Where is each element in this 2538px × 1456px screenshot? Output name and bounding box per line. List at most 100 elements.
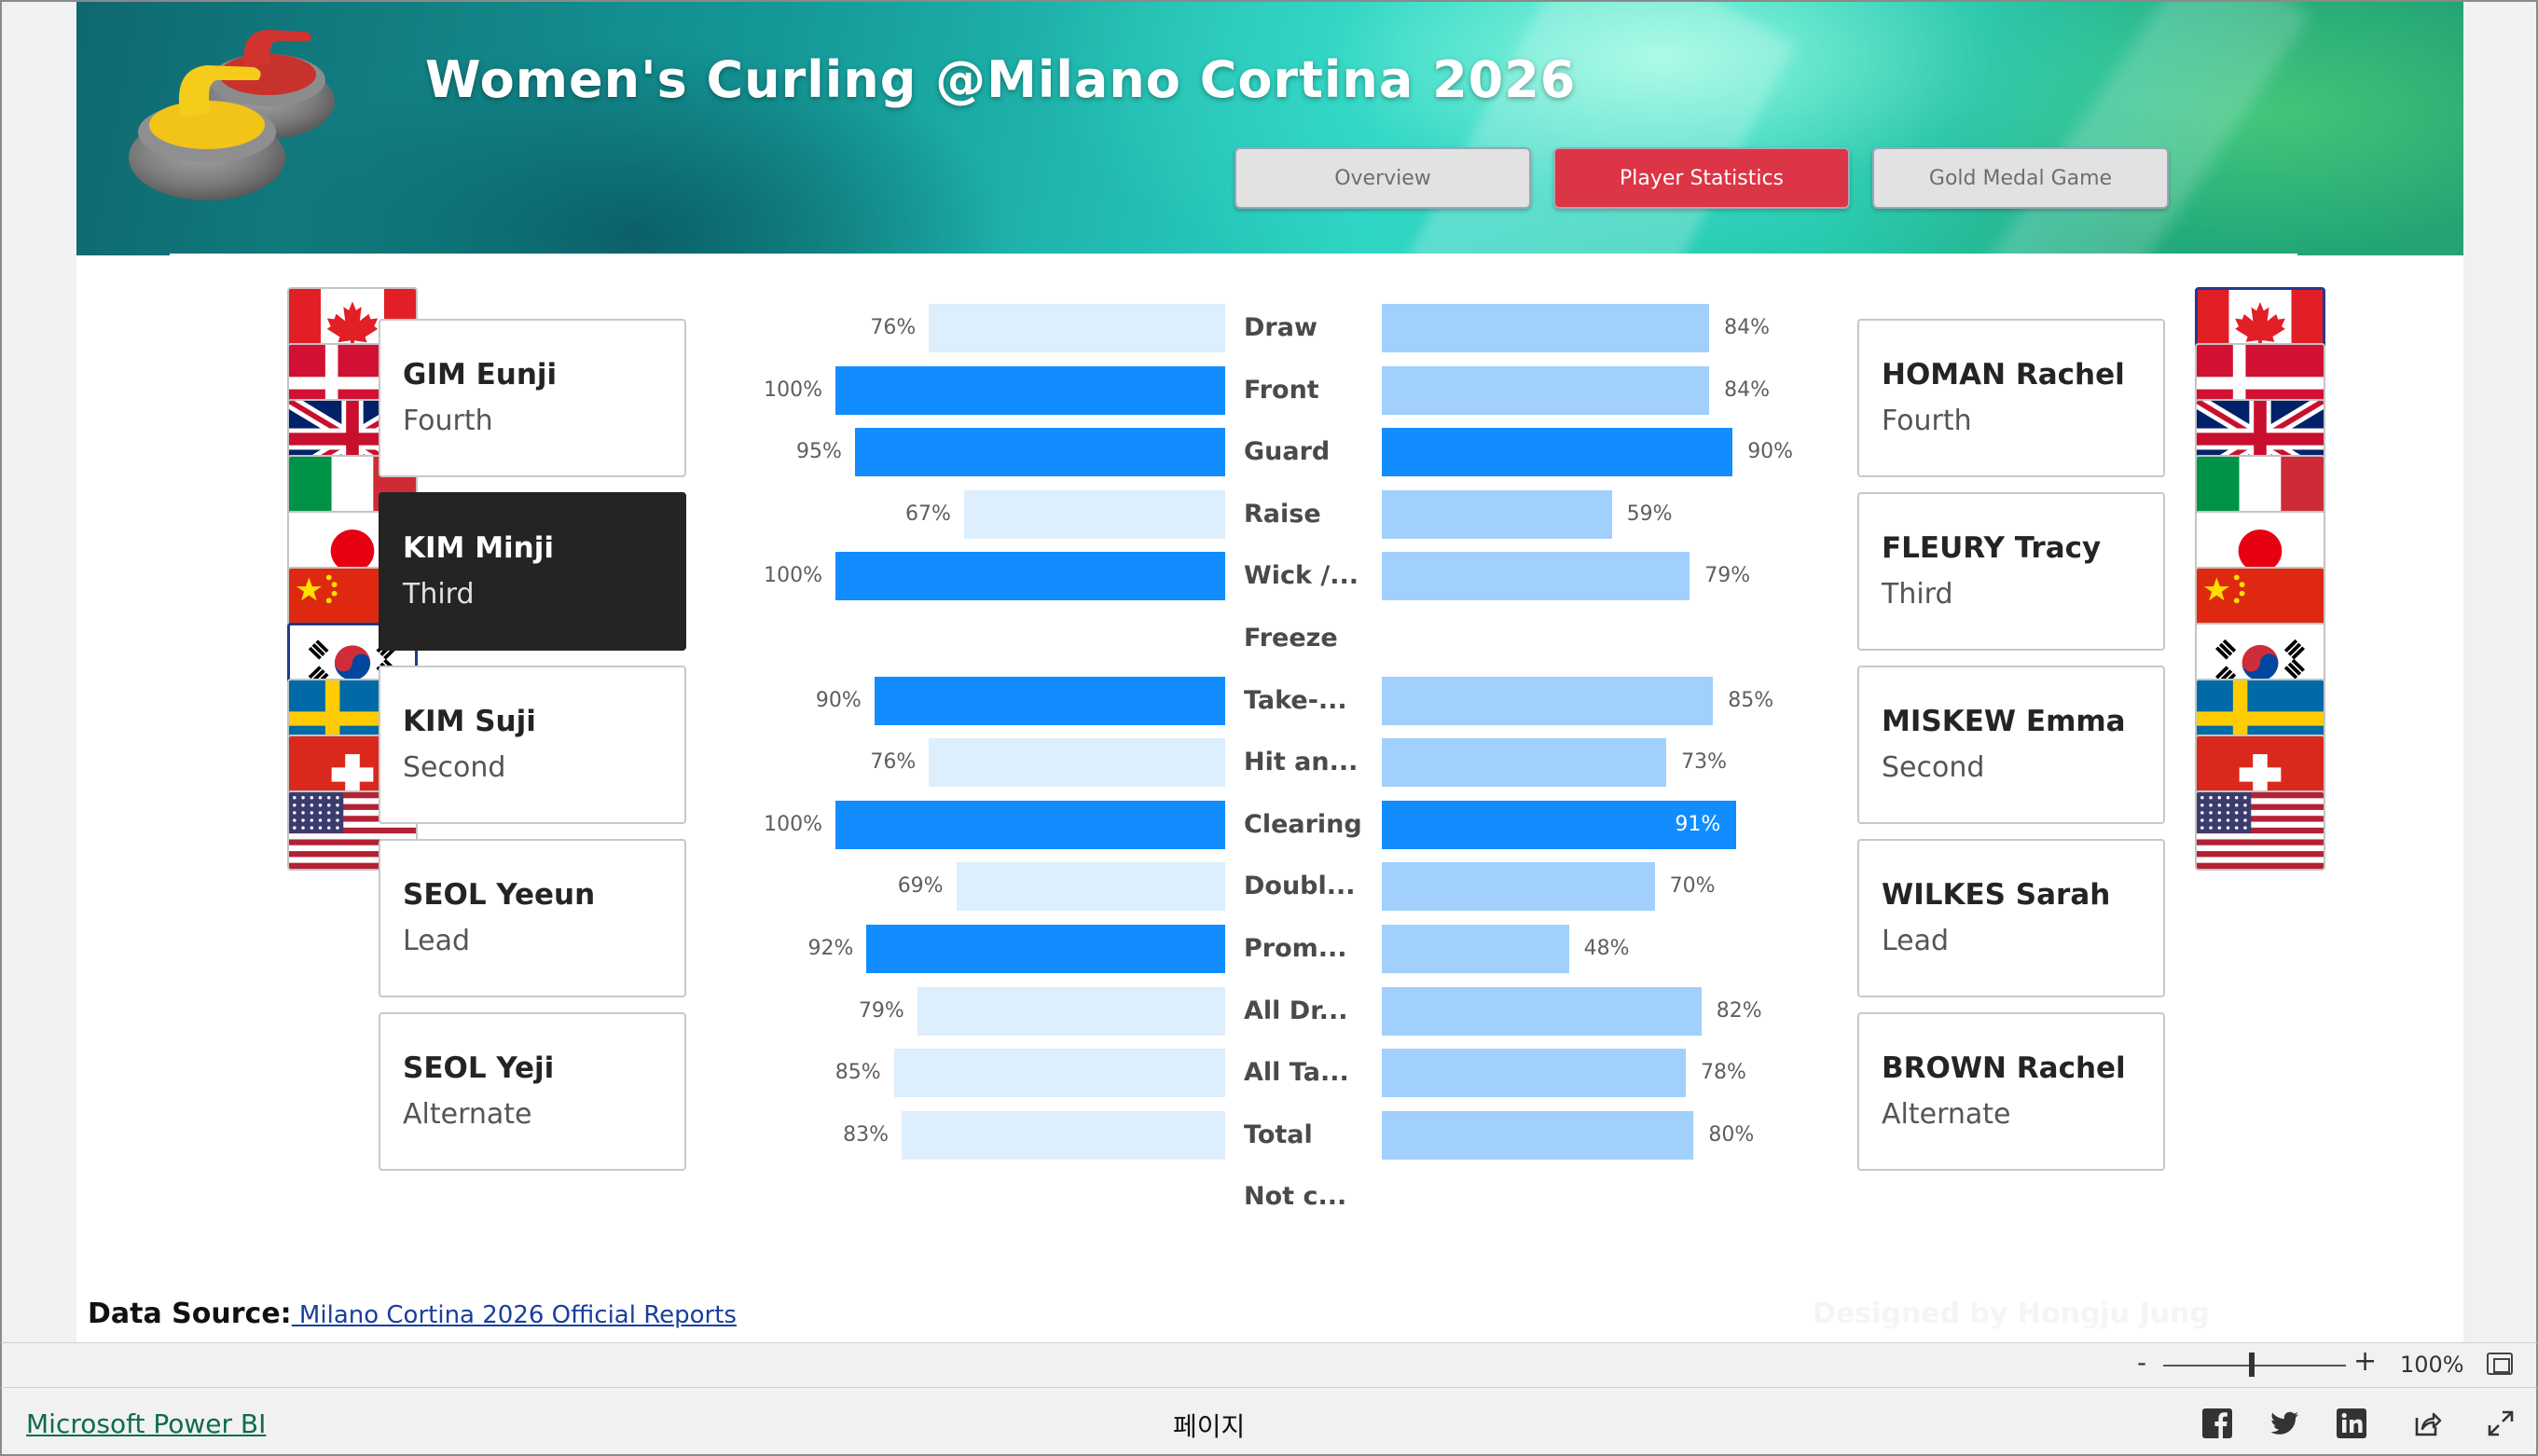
left-bar[interactable] <box>929 304 1225 352</box>
category-label: All Ta... <box>1244 1058 1349 1088</box>
category-label: Total <box>1244 1119 1313 1149</box>
category-label: Hit an... <box>1244 748 1359 777</box>
left-bar-value-label: 100% <box>764 812 822 836</box>
left-bar[interactable] <box>902 1110 1225 1160</box>
left-bar[interactable] <box>874 676 1225 725</box>
player-card[interactable]: WILKES Sarah Lead <box>1857 839 2165 997</box>
usa-flag-icon <box>2197 792 2324 869</box>
expand-icon[interactable] <box>2484 1407 2517 1440</box>
player-card[interactable]: HOMAN Rachel Fourth <box>1857 319 2165 477</box>
right-bar[interactable] <box>1382 304 1710 352</box>
right-bar[interactable] <box>1382 489 1612 539</box>
player-name: KIM Suji <box>403 705 536 738</box>
nav-gold-medal-game-button[interactable]: Gold Medal Game <box>1872 147 2169 209</box>
category-label: Prom... <box>1244 934 1347 963</box>
player-card[interactable]: SEOL Yeeun Lead <box>379 839 686 997</box>
report-canvas-area: Women's Curling @Milano Cortina 2026 Ove… <box>0 0 2538 1342</box>
right-bar-value-label: 78% <box>1701 1061 1746 1085</box>
right-bar[interactable] <box>1382 1049 1687 1098</box>
player-name: FLEURY Tracy <box>1882 531 2102 565</box>
right-bar[interactable] <box>1382 800 1737 849</box>
share-icon[interactable] <box>2409 1407 2443 1440</box>
player-position: Lead <box>1882 925 1950 957</box>
right-bar[interactable] <box>1382 676 1714 725</box>
left-bar[interactable] <box>835 552 1225 601</box>
zoom-in-button[interactable]: + <box>2353 1345 2378 1378</box>
left-bar[interactable] <box>929 738 1225 788</box>
category-label: Front <box>1244 375 1319 405</box>
nav-overview-button[interactable]: Overview <box>1235 147 1531 209</box>
player-statistics-panel: GIM Eunji Fourth KIM Minji Third KIM Suji Sec… <box>170 254 2325 1257</box>
player-card[interactable]: GIM Eunji Fourth <box>379 319 686 477</box>
zoom-slider-thumb[interactable] <box>2249 1353 2255 1377</box>
right-bar[interactable] <box>1382 428 1733 477</box>
player-card[interactable]: MISKEW Emma Second <box>1857 666 2165 824</box>
right-bar-value-label: 48% <box>1583 937 1630 960</box>
player-name: HOMAN Rachel <box>1882 358 2125 391</box>
right-bar-value-label: 70% <box>1669 874 1716 899</box>
flag-usa-button[interactable] <box>2195 790 2325 871</box>
player-position: Alternate <box>403 1098 532 1131</box>
nav-player-statistics-button[interactable]: Player Statistics <box>1553 147 1850 209</box>
category-label: Raise <box>1244 499 1321 529</box>
left-bar-value-label: 95% <box>796 440 842 464</box>
right-bar-value-label: 80% <box>1708 1122 1755 1147</box>
right-bar[interactable] <box>1382 552 1690 601</box>
left-bar-value-label: 83% <box>843 1122 890 1147</box>
left-bar[interactable] <box>893 1049 1225 1098</box>
report-title: Women's Curling @Milano Cortina 2026 <box>425 50 1577 109</box>
player-card[interactable]: SEOL Yeji Alternate <box>379 1012 686 1171</box>
zoom-slider-track[interactable] <box>2163 1365 2346 1367</box>
powerbi-footer: Microsoft Power BI 페이지 <box>0 1387 2538 1456</box>
curling-stones-logo <box>129 30 335 200</box>
right-bar[interactable] <box>1382 1110 1694 1160</box>
category-label: All Dr... <box>1244 996 1348 1025</box>
left-bar[interactable] <box>866 925 1225 973</box>
right-bar[interactable] <box>1382 862 1655 912</box>
right-bar[interactable] <box>1382 738 1667 788</box>
facebook-icon[interactable] <box>2200 1407 2234 1440</box>
linkedin-icon[interactable] <box>2335 1407 2368 1440</box>
player-card[interactable]: KIM Suji Second <box>379 666 686 824</box>
category-label: Clearing <box>1244 809 1362 839</box>
category-label: Take-... <box>1244 685 1347 715</box>
player-name: WILKES Sarah <box>1882 878 2111 912</box>
player-position: Fourth <box>403 405 493 437</box>
microsoft-powerbi-link[interactable]: Microsoft Power BI <box>26 1408 267 1439</box>
page-navigation-label[interactable]: 페이지 <box>1173 1411 1246 1442</box>
player-name: KIM Minji <box>403 531 554 565</box>
player-name: SEOL Yeeun <box>403 878 596 912</box>
player-card[interactable]: FLEURY Tracy Third <box>1857 492 2165 651</box>
left-bar[interactable] <box>963 489 1225 539</box>
player-position: Lead <box>403 925 471 957</box>
category-label: Freeze <box>1244 624 1338 652</box>
player-position: Second <box>403 751 506 784</box>
right-bar[interactable] <box>1382 365 1710 415</box>
right-bar-value-label: 90% <box>1747 440 1794 464</box>
header-banner: Women's Curling @Milano Cortina 2026 Ove… <box>76 2 2463 255</box>
right-bar[interactable] <box>1382 925 1569 973</box>
zoom-level: 100% <box>2400 1352 2464 1378</box>
left-bar[interactable] <box>854 428 1225 477</box>
fit-to-page-icon[interactable] <box>2487 1353 2513 1375</box>
player-card[interactable]: BROWN Rachel Alternate <box>1857 1012 2165 1171</box>
zoom-out-button[interactable]: - <box>2137 1347 2147 1378</box>
left-bar-value-label: 76% <box>870 750 917 775</box>
left-bar-value-label: 100% <box>764 378 822 402</box>
left-bar[interactable] <box>956 862 1225 912</box>
player-position: Fourth <box>1882 405 1972 437</box>
twitter-icon[interactable] <box>2268 1407 2301 1440</box>
right-bar-value-label: 84% <box>1724 316 1771 339</box>
right-bar[interactable] <box>1382 986 1702 1036</box>
right-bar-value-label: 82% <box>1716 998 1762 1023</box>
left-bar[interactable] <box>835 365 1225 415</box>
category-label: Guard <box>1244 437 1331 467</box>
left-bar[interactable] <box>835 800 1225 849</box>
data-source-link[interactable]: Milano Cortina 2026 Official Reports <box>291 1301 737 1329</box>
player-name: MISKEW Emma <box>1882 705 2126 738</box>
player-card[interactable]: KIM Minji Third <box>379 492 686 651</box>
right-bar-value-label: 79% <box>1704 564 1751 588</box>
left-bar[interactable] <box>917 986 1225 1036</box>
left-bar-value-label: 76% <box>870 316 917 339</box>
